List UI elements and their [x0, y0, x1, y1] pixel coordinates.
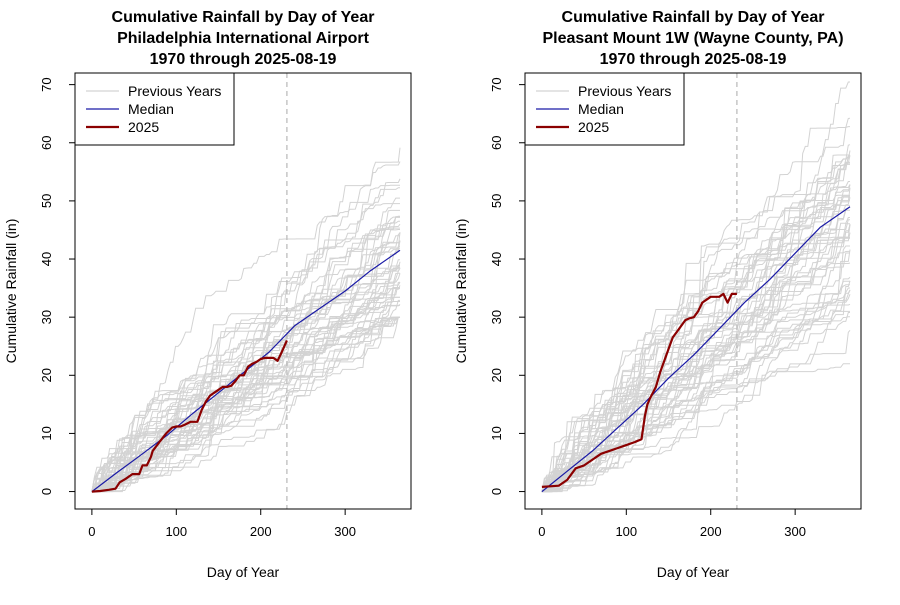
y-tick-label: 30: [39, 310, 54, 324]
y-tick-label: 40: [39, 252, 54, 266]
previous-year-line: [541, 329, 851, 492]
previous-year-line: [91, 316, 401, 493]
x-axis-label: Day of Year: [207, 564, 280, 580]
previous-year-line: [541, 154, 850, 493]
y-tick-label: 60: [39, 136, 54, 150]
chart-panel-1: Cumulative Rainfall by Day of Year Philad…: [3, 9, 412, 580]
y-tick-label: 10: [39, 426, 54, 440]
previous-year-line: [541, 81, 850, 492]
legend-label: Median: [128, 101, 174, 117]
series-2025-line: [541, 292, 737, 488]
previous-year-line: [91, 272, 400, 493]
previous-year-line: [91, 232, 401, 493]
y-tick-label: 20: [39, 368, 54, 382]
chart-title-line-1: Cumulative Rainfall by Day of Year: [562, 9, 825, 26]
y-tick-label: 50: [39, 194, 54, 208]
previous-year-line: [91, 316, 400, 493]
previous-year-line: [541, 312, 850, 492]
previous-year-line: [91, 187, 400, 493]
previous-year-line: [91, 161, 401, 493]
chart-title-line-2: Philadelphia International Airport: [117, 30, 370, 47]
previous-year-line: [541, 155, 850, 492]
previous-year-line: [91, 316, 400, 493]
legend-label: 2025: [578, 119, 609, 135]
previous-year-line: [91, 316, 400, 493]
x-tick-label: 0: [88, 524, 95, 539]
previous-year-line: [91, 268, 401, 493]
previous-year-line: [541, 284, 850, 492]
legend-label: Previous Years: [128, 83, 221, 99]
previous-year-line: [91, 216, 400, 492]
y-tick-label: 20: [489, 368, 504, 382]
chart-title-line-2: Pleasant Mount 1W (Wayne County, PA): [542, 30, 843, 47]
y-tick-label: 0: [39, 488, 54, 495]
previous-year-line: [91, 299, 400, 493]
y-tick-label: 70: [39, 77, 54, 91]
y-axis: 0 10 20 30 40 50 60 70: [39, 77, 76, 495]
x-tick-label: 100: [615, 524, 637, 539]
median-series-line: [91, 249, 401, 493]
legend-label: Median: [578, 101, 624, 117]
previous-year-line: [541, 250, 850, 493]
x-axis: 0 100 200 300: [88, 508, 356, 539]
y-tick-label: 70: [489, 77, 504, 91]
y-tick-label: 0: [489, 488, 504, 495]
previous-year-line: [541, 187, 851, 493]
previous-year-line: [91, 178, 401, 493]
previous-year-line: [91, 245, 400, 493]
y-tick-label: 10: [489, 426, 504, 440]
previous-year-line: [541, 200, 850, 493]
y-axis: 0 10 20 30 40 50 60 70: [489, 77, 526, 495]
legend-label: 2025: [128, 119, 159, 135]
previous-year-line: [541, 237, 850, 493]
previous-year-line: [541, 155, 851, 492]
median-series-line: [541, 206, 851, 493]
y-axis-label: Cumulative Rainfall (in): [3, 219, 19, 364]
previous-year-line: [541, 237, 850, 493]
plot-area: [541, 73, 851, 509]
previous-year-line: [541, 196, 850, 493]
previous-year-line: [91, 184, 400, 493]
x-tick-label: 0: [538, 524, 545, 539]
series-2025-line: [91, 339, 288, 493]
y-tick-label: 40: [489, 252, 504, 266]
x-tick-label: 300: [784, 524, 806, 539]
chart-title-line-3: 1970 through 2025-08-19: [150, 51, 337, 68]
previous-year-line: [91, 288, 400, 493]
x-tick-label: 200: [250, 524, 272, 539]
x-axis-label: Day of Year: [657, 564, 730, 580]
legend-label: Previous Years: [578, 83, 671, 99]
previous-year-line: [91, 235, 400, 492]
legend: Previous Years Median 2025: [74, 72, 235, 146]
legend: Previous Years Median 2025: [524, 72, 685, 146]
chart-panel-2: Cumulative Rainfall by Day of Year Pleasa…: [453, 9, 862, 580]
x-tick-label: 300: [334, 524, 356, 539]
plot-area: [91, 73, 401, 509]
previous-year-line: [91, 209, 400, 493]
previous-year-line: [91, 304, 401, 493]
previous-year-line: [91, 203, 400, 492]
previous-year-line: [541, 184, 851, 492]
previous-year-line: [91, 316, 400, 493]
previous-year-line: [91, 281, 401, 492]
x-axis: 0 100 200 300: [538, 508, 806, 539]
chart-title-line-3: 1970 through 2025-08-19: [600, 51, 787, 68]
previous-year-line: [91, 197, 400, 493]
previous-year-line: [541, 194, 850, 492]
y-tick-label: 30: [489, 310, 504, 324]
y-tick-label: 60: [489, 136, 504, 150]
previous-year-line: [91, 304, 400, 492]
x-tick-label: 100: [165, 524, 187, 539]
previous-year-line: [91, 316, 400, 493]
y-tick-label: 50: [489, 194, 504, 208]
y-axis-label: Cumulative Rainfall (in): [453, 219, 469, 364]
previous-year-line: [91, 316, 400, 493]
x-tick-label: 200: [700, 524, 722, 539]
previous-year-line: [91, 267, 401, 493]
chart-title-line-1: Cumulative Rainfall by Day of Year: [112, 9, 375, 26]
